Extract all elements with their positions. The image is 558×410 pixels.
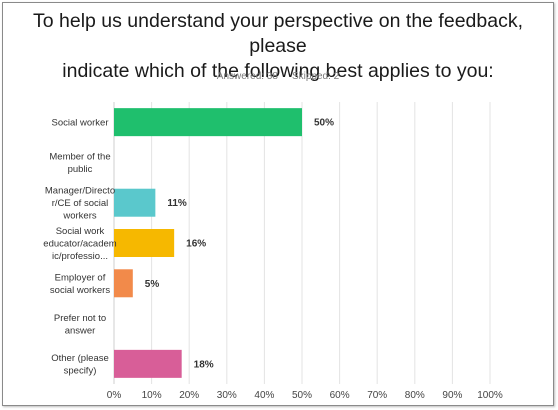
- data-label: 11%: [167, 198, 187, 209]
- x-tick-label: 90%: [442, 390, 462, 401]
- data-label: 5%: [145, 279, 160, 290]
- category-label: Social work educator/academ ic/professio..…: [43, 226, 116, 262]
- bar: [114, 188, 156, 217]
- bar: [114, 349, 182, 378]
- x-tick-label: 0%: [107, 390, 122, 401]
- bar: [114, 269, 133, 298]
- x-tick-label: 40%: [254, 390, 274, 401]
- question-title-line-1: To help us understand your perspective o…: [33, 10, 523, 57]
- data-label: 50%: [314, 118, 334, 129]
- category-label: Prefer not to answer: [54, 313, 106, 337]
- x-tick-label: 80%: [405, 390, 425, 401]
- response-stats: Answered: 38 Skipped: 2: [3, 71, 553, 82]
- category-label: Other (please specify): [51, 353, 109, 377]
- x-tick-label: 100%: [477, 390, 503, 401]
- x-tick-label: 20%: [179, 390, 199, 401]
- question-title-line-2: indicate which of the following best app…: [62, 60, 494, 82]
- data-label: 18%: [194, 359, 214, 370]
- data-label: 16%: [186, 239, 206, 250]
- skipped-count: Skipped: 2: [291, 71, 340, 82]
- category-label: Social worker: [51, 118, 108, 129]
- bar: [114, 229, 175, 257]
- category-label: Member of the public: [49, 152, 110, 176]
- x-tick-label: 30%: [217, 390, 237, 401]
- x-tick-label: 10%: [142, 390, 162, 401]
- x-tick-label: 70%: [367, 390, 387, 401]
- bar: [114, 108, 302, 137]
- x-tick-label: 50%: [292, 390, 312, 401]
- chart-panel: To help us understand your perspective o…: [2, 2, 554, 406]
- category-label: Employer of social workers: [50, 273, 110, 297]
- category-label: Manager/Directo r/CE of social workers: [45, 186, 115, 222]
- x-tick-label: 60%: [330, 390, 350, 401]
- question-title: To help us understand your perspective o…: [3, 9, 553, 84]
- answered-count: Answered: 38: [216, 71, 278, 82]
